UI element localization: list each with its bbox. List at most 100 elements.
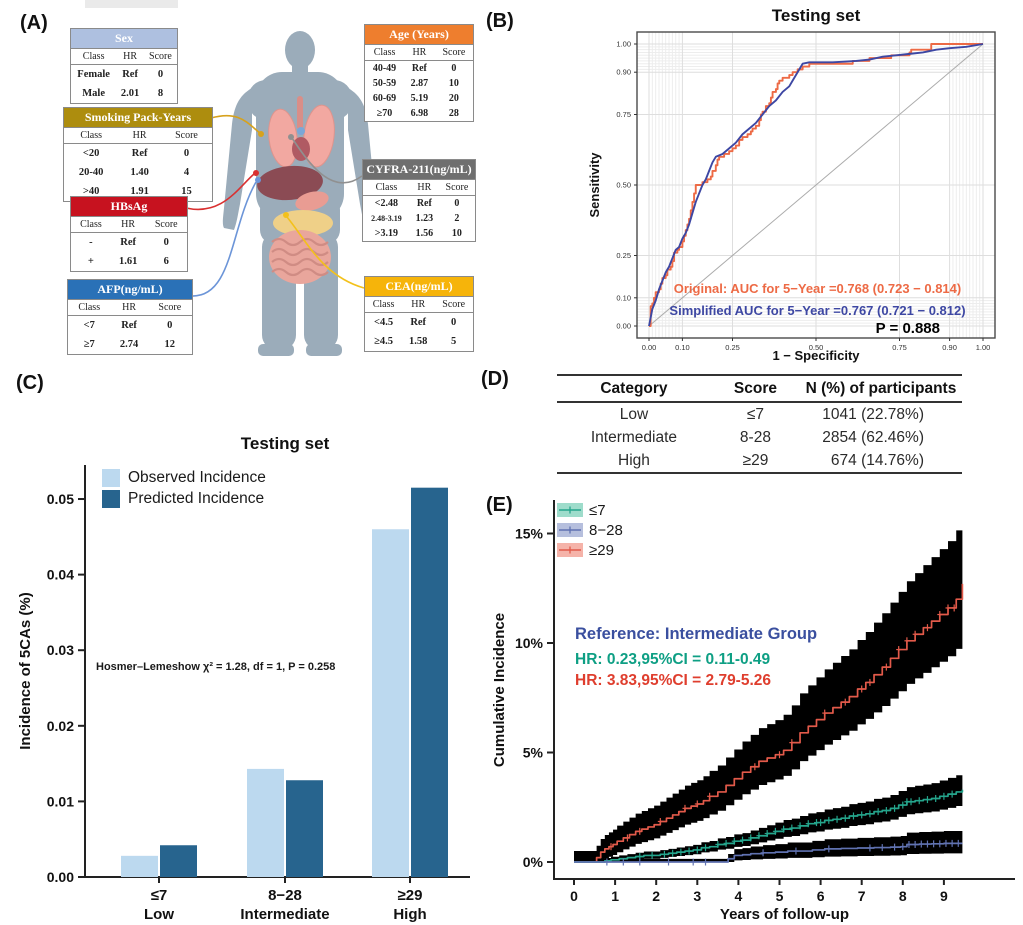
category-table: Category Score N (%) of participants Low… — [557, 374, 962, 474]
roc-chart: 0.00 0.00 0.10 0.10 0.25 0.25 0.50 0.50 0.75 0.75… — [587, 31, 996, 363]
hosmer-lemeshow-annotation: Hosmer–Lemeshow χ² = 1.28, df = 1, P = 0… — [96, 661, 336, 673]
column-header: Score — [147, 300, 192, 316]
intestine-fold — [271, 257, 329, 267]
pulmonary-artery-shape — [297, 127, 305, 135]
risk-table-cell: 28 — [448, 108, 459, 119]
header-score: Score — [733, 379, 777, 397]
risk-table-cell: 5.19 — [410, 93, 429, 104]
risk-table-row: <4.5 Ref 0 — [365, 313, 473, 333]
km-annotation-hr-low: HR: 0.23,95%CI = 0.11-0.49 — [575, 651, 771, 668]
km-legend-label: ≥29 — [589, 541, 614, 559]
risk-table-afp: AFP(ng/mL) Class HR Score <7 Ref 0 ≥7 2.74 12 — [67, 279, 193, 355]
column-header: Class — [71, 217, 111, 233]
risk-table-cell: Female — [77, 69, 110, 80]
risk-table-title-age: Age (Years) — [365, 25, 473, 45]
risk-table-cell: ≥70 — [376, 108, 393, 119]
risk-table-cell: 0 — [451, 317, 457, 328]
ci-band-≤7 — [574, 772, 963, 862]
bar-legend: Observed Incidence Predicted Incidence — [102, 469, 266, 511]
risk-table-cell: 6.98 — [410, 108, 429, 119]
predicted-swatch — [102, 490, 120, 508]
category-table-cell: Intermediate — [590, 428, 678, 446]
risk-table-cell: 0 — [157, 69, 164, 80]
right-foot-shape — [306, 344, 342, 356]
legend-item-observed: Observed Incidence — [102, 469, 266, 487]
y-tick-label: 15% — [515, 526, 544, 542]
risk-table-cell: <20 — [82, 148, 100, 159]
risk-table-row: +1.61 6 — [71, 252, 187, 271]
km-curve-≥29 — [574, 583, 964, 863]
category-table-cell: 2854 (62.46%) — [822, 428, 924, 446]
column-header: HR — [404, 45, 435, 61]
risk-table-cell: <2.48 — [374, 198, 398, 209]
risk-table-row: ≥7 2.74 12 — [68, 335, 192, 354]
connector-afp — [190, 181, 257, 297]
km-legend-item-2: ≥29 — [557, 540, 623, 560]
panel-label-c: (C) — [16, 372, 44, 394]
risk-table-row: >40 1.91 15 — [64, 182, 212, 201]
y-tick-label: 0.03 — [47, 642, 74, 658]
risk-table-row: >3.19 1.56 10 — [363, 226, 475, 241]
risk-table-cell: 15 — [181, 186, 192, 197]
bar-observed-0 — [121, 855, 158, 877]
head-shape — [285, 31, 315, 69]
header-n: N (%) of participants — [805, 379, 957, 397]
category-table-cell: ≥29 — [742, 451, 769, 469]
y-tick-label: 0.10 — [616, 293, 631, 302]
roc-y-axis-label: Sensitivity — [587, 152, 602, 218]
heart-shape — [292, 137, 310, 161]
connector-dot-afp — [255, 177, 261, 183]
y-tick-label: 0.25 — [616, 251, 631, 260]
x-tick-label: 0.25 — [725, 343, 740, 352]
x-tick-label: 8 — [899, 888, 907, 904]
column-header: Score — [160, 128, 212, 144]
category-tick-label: ≤7 — [151, 887, 168, 904]
panel-label-e: (E) — [486, 494, 513, 516]
connector-smoking — [210, 114, 261, 134]
y-tick-label: 0.01 — [47, 793, 74, 809]
column-header: Class — [71, 49, 117, 65]
category-table-cell: 8-28 — [739, 428, 771, 446]
stomach-shape — [295, 191, 329, 211]
connector-lines — [185, 114, 365, 297]
x-tick-label: 2 — [652, 888, 660, 904]
risk-table-columns: Class HR Score — [68, 300, 192, 316]
roc-title: Testing set — [771, 6, 861, 25]
risk-table-cell: <7 — [83, 320, 95, 331]
risk-table-cell: 20-40 — [78, 167, 104, 178]
category-table-row-2: High ≥29 674 (14.76%) — [557, 449, 962, 472]
y-tick-label: 0.90 — [616, 68, 631, 77]
category-table-row-1: Intermediate 8-28 2854 (62.46%) — [557, 426, 962, 449]
x-tick-label: 0 — [570, 888, 578, 904]
y-tick-label: 0.04 — [47, 567, 74, 583]
risk-table-cell: 0 — [163, 237, 169, 248]
ci-band-8−28 — [574, 831, 963, 862]
panel-label-a: (A) — [20, 12, 48, 34]
km-annotation-hr-high: HR: 3.83,95%CI = 2.79-5.26 — [575, 672, 772, 689]
roc-x-axis-label: 1 − Specificity — [772, 348, 860, 363]
risk-table-grid-afp: Class HR Score <7 Ref 0 ≥7 2.74 12 — [68, 300, 192, 354]
risk-table-columns: Class HR Score — [365, 45, 473, 61]
risk-table-title-cea: CEA(ng/mL) — [365, 277, 473, 297]
roc-curve-simplified — [648, 43, 984, 327]
x-tick-label: 3 — [693, 888, 701, 904]
risk-table-row: 60-69 5.19 20 — [365, 91, 473, 106]
observed-label: Observed Incidence — [128, 469, 266, 486]
km-legend-label: ≤7 — [589, 501, 606, 519]
bar-observed-1 — [247, 768, 284, 877]
y-tick-label: 10% — [515, 635, 544, 651]
risk-table-cell: 20 — [448, 93, 459, 104]
risk-table-cell: 2.48-3.19 — [371, 214, 402, 223]
risk-table-cell: 1.91 — [130, 186, 149, 197]
body-illustration — [185, 31, 378, 356]
km-legend-swatch — [557, 503, 583, 517]
risk-table-row: Female Ref 0 — [71, 65, 177, 85]
bar-predicted-0 — [160, 845, 197, 877]
risk-table-cell: Ref — [410, 317, 427, 328]
risk-table-cell: 5 — [451, 336, 457, 347]
risk-table-columns: Class HR Score — [71, 49, 177, 65]
risk-table-cell: 2 — [454, 213, 460, 224]
connector-cyfra — [291, 137, 363, 184]
category-tick-label: 8−28 — [268, 887, 302, 904]
